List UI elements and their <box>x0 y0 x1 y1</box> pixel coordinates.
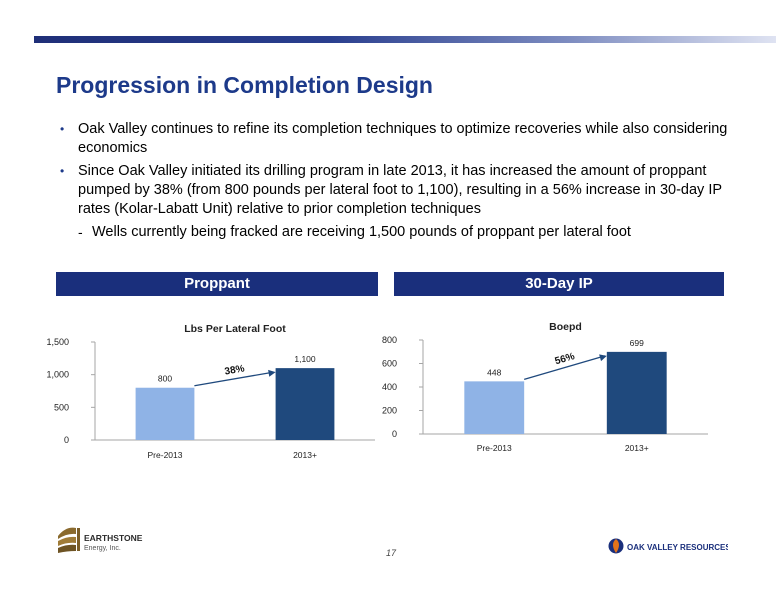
y-tick-label: 200 <box>382 406 397 416</box>
x-tick-label: Pre-2013 <box>148 450 183 460</box>
sub-bullet-marker: - <box>78 224 83 240</box>
growth-arrow-head <box>268 369 276 377</box>
bullet-marker: • <box>60 164 65 178</box>
growth-arrow-line <box>194 371 274 387</box>
bar-value-label: 1,100 <box>294 354 316 364</box>
proppant-chart: Lbs Per Lateral Foot 0 500 1,000 1,500 800 Pre… <box>40 314 380 479</box>
earthstone-logo-subtext: Energy, Inc. <box>84 545 121 552</box>
y-tick-label: 0 <box>64 435 69 445</box>
y-tick-label: 500 <box>54 402 69 412</box>
x-tick-label: Pre-2013 <box>477 443 512 453</box>
bar-value-label: 448 <box>487 367 501 377</box>
bar <box>464 381 525 434</box>
ip-chart: Boepd 0 200 400 600 800 448 Pre-2013 699 2013+ 56% <box>378 314 728 469</box>
y-tick-label: 600 <box>382 359 397 369</box>
growth-percent-label: 38% <box>224 363 246 377</box>
x-tick-label: 2013+ <box>293 450 317 460</box>
growth-percent-label: 56% <box>554 351 576 367</box>
sub-bullet-text: Wells currently being fracked are receiv… <box>92 224 631 240</box>
bar <box>275 368 335 440</box>
bar-value-label: 800 <box>158 374 172 384</box>
slide-title: Progression in Completion Design <box>56 72 433 98</box>
bar-value-label: 699 <box>630 338 644 348</box>
bullet-item: • Since Oak Valley initiated its drillin… <box>58 162 738 219</box>
oak-valley-leaf-icon <box>608 538 624 554</box>
oak-valley-logo: OAK VALLEY RESOURCES <box>608 534 731 558</box>
ip-chart-svg: Boepd 0 200 400 600 800 448 Pre-2013 699 2013+ 56% <box>382 321 708 453</box>
bullet-marker: • <box>60 122 65 136</box>
y-tick-label: 1,500 <box>46 337 69 347</box>
chart-title: Boepd <box>549 321 582 333</box>
bar <box>606 351 667 434</box>
bullet-item: • Oak Valley continues to refine its com… <box>58 120 738 158</box>
y-tick-label: 0 <box>392 429 397 439</box>
proppant-chart-svg: Lbs Per Lateral Foot 0 500 1,000 1,500 800 Pre… <box>46 323 375 460</box>
ip-banner: 30-Day IP <box>394 272 724 296</box>
earthstone-logo: EARTHSTONE Energy, Inc. <box>56 522 166 558</box>
chart-title: Lbs Per Lateral Foot <box>184 323 286 335</box>
earthstone-logo-text: EARTHSTONE <box>84 533 143 543</box>
bar <box>135 387 195 440</box>
y-tick-label: 400 <box>382 382 397 392</box>
x-tick-label: 2013+ <box>625 443 649 453</box>
y-tick-label: 800 <box>382 335 397 345</box>
sub-bullet-item: - Wells currently being fracked are rece… <box>58 223 738 242</box>
bullet-list: • Oak Valley continues to refine its com… <box>58 120 738 246</box>
page-number: 17 <box>386 548 397 558</box>
proppant-banner: Proppant <box>56 272 378 296</box>
oak-valley-logo-text: OAK VALLEY RESOURCES <box>627 543 728 552</box>
bullet-text: Since Oak Valley initiated its drilling … <box>78 163 722 217</box>
earthstone-mark-icon <box>58 527 80 553</box>
growth-arrow-head <box>599 354 607 362</box>
y-tick-label: 1,000 <box>46 370 69 380</box>
bullet-text: Oak Valley continues to refine its compl… <box>78 121 728 156</box>
growth-arrow-line <box>523 355 606 380</box>
header-gradient-bar <box>34 36 776 43</box>
